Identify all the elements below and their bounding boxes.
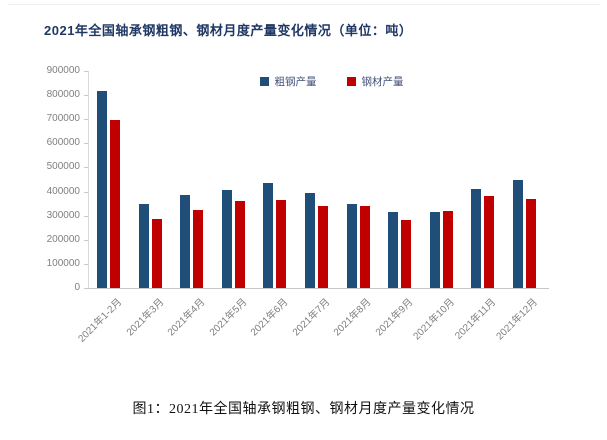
bar-crude-steel <box>180 195 191 288</box>
bar-steel-products <box>318 206 328 288</box>
top-border-line <box>8 4 600 5</box>
chart-title: 2021年全国轴承钢粗钢、钢材月度产量变化情况（单位：吨） <box>44 23 413 38</box>
x-axis-label: 2021年6月 <box>248 296 291 339</box>
x-axis-label: 2021年11月 <box>453 296 499 342</box>
y-tick-mark <box>84 95 88 97</box>
legend-label: 钢材产量 <box>361 76 404 88</box>
bar-crude-steel <box>263 183 274 288</box>
y-tick-label: 200000 <box>46 233 80 245</box>
y-tick-mark <box>84 71 88 72</box>
bar-crude-steel <box>388 212 399 288</box>
y-axis <box>88 71 89 288</box>
x-axis-label: 2021年3月 <box>124 296 166 339</box>
x-axis-label: 2021年4月 <box>165 296 208 339</box>
bar-steel-products <box>359 206 370 288</box>
x-axis-label: 2021年7月 <box>290 296 333 339</box>
y-tick-mark <box>84 263 88 265</box>
chart-legend: 粗钢产量 钢材产量 <box>103 74 560 89</box>
bar-steel-products <box>442 210 453 288</box>
legend-swatch-icon <box>259 77 269 86</box>
y-tick-mark <box>84 215 88 217</box>
bar-steel-products <box>234 201 245 288</box>
legend-label: 粗钢产量 <box>274 76 317 88</box>
y-tick-label: 400000 <box>46 185 80 197</box>
bar-steel-products <box>525 198 536 288</box>
bar-steel-products <box>151 219 162 288</box>
y-tick-mark <box>84 167 88 169</box>
y-tick-label: 800000 <box>46 89 80 101</box>
y-tick-label: 500000 <box>46 161 80 173</box>
y-tick-label: 700000 <box>46 113 80 125</box>
y-tick-mark <box>84 119 88 121</box>
figure-caption: 图1：2021年全国轴承钢粗钢、钢材月度产量变化情况 <box>132 402 475 417</box>
bar-steel-products <box>484 196 495 288</box>
x-axis <box>88 288 549 289</box>
bar-crude-steel <box>305 192 315 288</box>
x-axis-label: 2021年8月 <box>332 296 374 339</box>
y-tick-label: 100000 <box>46 257 80 269</box>
bar-steel-products <box>401 220 412 288</box>
bar-crude-steel <box>429 212 440 288</box>
x-axis-label: 2021年10月 <box>411 296 457 343</box>
bar-steel-products <box>110 120 121 288</box>
x-axis-label: 2021年1-2月 <box>76 296 125 345</box>
y-tick-mark <box>84 143 88 145</box>
bar-crude-steel <box>221 190 232 288</box>
x-axis-label: 2021年12月 <box>494 296 540 343</box>
legend-swatch-icon <box>346 77 356 86</box>
y-tick-label: 300000 <box>46 209 80 221</box>
bar-crude-steel <box>346 203 357 288</box>
bar-steel-products <box>276 199 287 288</box>
y-tick-mark <box>84 239 88 241</box>
legend-item-steel-products: 钢材产量 <box>346 74 404 89</box>
bar-crude-steel <box>97 91 108 288</box>
y-tick-label: 0 <box>74 282 80 293</box>
bar-crude-steel <box>512 179 523 288</box>
legend-item-crude-steel: 粗钢产量 <box>259 74 317 89</box>
bar-crude-steel <box>138 203 149 288</box>
bar-steel-products <box>193 209 204 288</box>
y-tick-label: 600000 <box>46 137 80 149</box>
bar-crude-steel <box>471 189 482 288</box>
y-tick-mark <box>84 191 88 193</box>
x-axis-label: 2021年5月 <box>207 296 250 339</box>
y-tick-label: 900000 <box>46 65 80 76</box>
y-tick-mark <box>84 288 88 289</box>
